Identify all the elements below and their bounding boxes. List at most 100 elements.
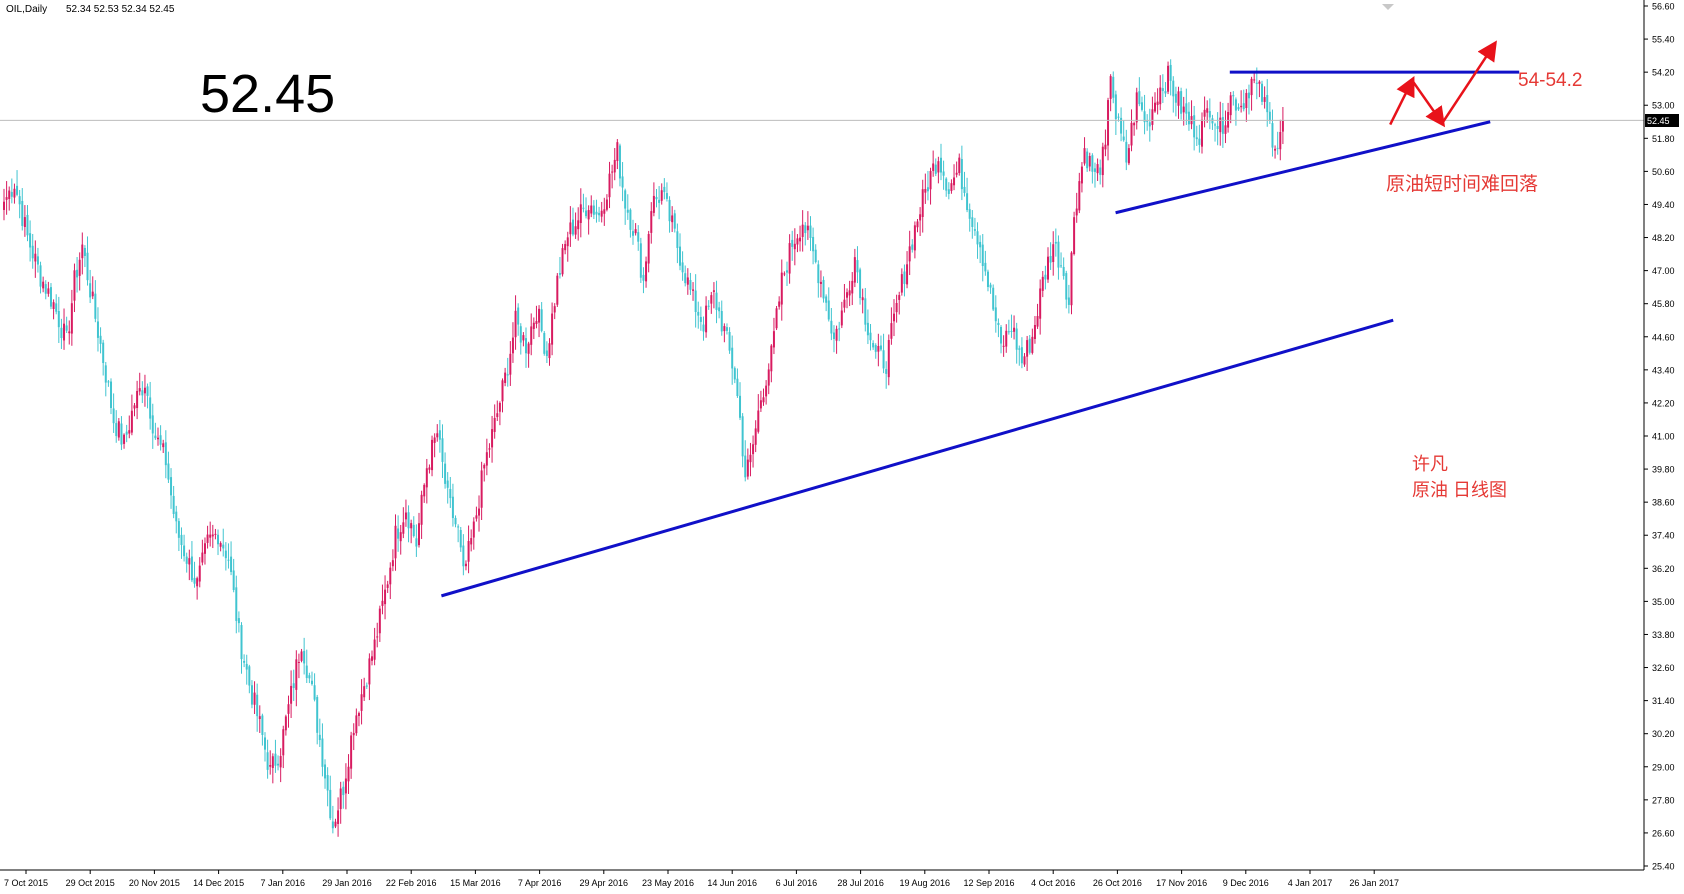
candle-body-bull (848, 290, 851, 296)
candle-body-bear (1093, 168, 1096, 172)
candle-body-bull (378, 608, 381, 634)
candle-body-bull (1156, 101, 1159, 105)
current-price-tag-bg (1645, 114, 1679, 127)
candle-body-bull (295, 659, 298, 690)
candle-body-bear (1172, 80, 1175, 97)
candle-body-bull (603, 209, 606, 214)
candle-body-bear (1099, 167, 1102, 175)
candle-body-bear (817, 264, 820, 284)
candle-body-bull (561, 248, 564, 275)
candle-body-bull (376, 636, 379, 638)
header-symbol-timeframe: OIL,Daily (6, 4, 47, 15)
candle-body-bull (491, 429, 494, 448)
candle-body-bull (762, 397, 765, 403)
candle-body-bear (1143, 111, 1146, 123)
candle-body-bear (1255, 82, 1258, 84)
candle-body-bear (107, 381, 110, 383)
candle-body-bear (180, 534, 183, 546)
candle-body-bull (1224, 125, 1227, 134)
y-tick-label: 50.60 (1652, 167, 1675, 177)
y-tick-label: 38.60 (1652, 498, 1675, 508)
trendlines-layer (440, 70, 1520, 598)
candle-body-bull (394, 525, 397, 559)
candle-body-bull (671, 215, 674, 223)
candle-body-bear (592, 205, 595, 215)
candle-body-bear (1020, 347, 1023, 364)
candle-body-bull (877, 346, 880, 352)
candle-body-bull (198, 565, 201, 582)
candle-body-bear (49, 287, 52, 307)
candle-body-bull (297, 661, 300, 663)
candle-body-bull (363, 686, 366, 698)
candle-body-bull (1041, 276, 1044, 291)
candle-body-bear (96, 321, 99, 338)
candle-body-bull (890, 323, 893, 339)
candle-body-bear (629, 209, 632, 230)
candle-body-bear (1140, 102, 1143, 110)
candle-body-bear (310, 680, 313, 685)
candle-body-bear (525, 338, 527, 354)
candle-body-bull (1109, 76, 1112, 99)
candle-body-bull (138, 388, 141, 392)
candle-body-bull (634, 229, 637, 234)
x-tick-label: 14 Jun 2016 (707, 878, 757, 888)
candle-body-bull (574, 226, 577, 235)
candle-body-bull (770, 345, 773, 372)
candle-body-bull (1250, 78, 1253, 96)
candle-body-bull (480, 470, 483, 508)
candle-body-bull (34, 253, 37, 262)
candle-body-bear (825, 296, 828, 303)
candle-body-bull (1023, 356, 1026, 365)
candle-body-bear (626, 209, 629, 213)
candle-body-bull (334, 821, 337, 827)
x-tick-label: 4 Oct 2016 (1031, 878, 1075, 888)
candle-body-bear (412, 524, 415, 537)
candle-body-bear (10, 191, 13, 197)
candle-body-bull (381, 600, 384, 606)
candle-body-bear (822, 279, 825, 299)
candle-body-bull (1083, 148, 1086, 164)
candle-body-bear (1054, 241, 1057, 244)
candle-body-bear (1161, 88, 1164, 92)
candle-body-bull (1047, 256, 1049, 280)
candle-body-bear (571, 219, 574, 235)
candle-body-bear (303, 650, 306, 664)
y-tick-label: 36.20 (1652, 564, 1675, 574)
candle-body-bull (1005, 330, 1008, 347)
candle-body-bear (250, 685, 253, 705)
x-tick-labels: 7 Oct 2015 29 Oct 2015 20 Nov 2015 14 Dec 2… (4, 870, 1399, 888)
candle-body-bull (796, 238, 799, 245)
candle-body-bear (104, 365, 107, 383)
candle-body-bull (423, 484, 426, 497)
candle-body-bull (1245, 92, 1248, 108)
y-tick-label: 56.60 (1652, 2, 1675, 12)
candle-body-bear (741, 416, 744, 457)
candle-body-bull (475, 515, 478, 519)
candle-body-bull (78, 259, 81, 276)
candle-body-bull (188, 558, 191, 565)
candle-body-bull (522, 335, 525, 341)
candle-body-bear (558, 273, 561, 275)
candle-body-bull (206, 534, 209, 543)
candle-body-bear (1214, 124, 1217, 126)
candle-body-bear (1187, 111, 1190, 125)
candle-body-bear (804, 225, 807, 234)
candle-body-bear (736, 378, 739, 397)
candle-body-bull (801, 224, 804, 237)
candle-body-bull (806, 225, 809, 231)
candle-body-bear (457, 526, 460, 528)
candle-body-bear (190, 556, 193, 581)
candle-body-bear (814, 249, 817, 263)
candle-body-bear (146, 386, 149, 396)
candle-body-bull (467, 540, 470, 562)
candle-body-bear (183, 545, 186, 557)
chart-shift-marker-icon[interactable] (1382, 4, 1394, 10)
candle-body-bear (838, 328, 841, 330)
candle-body-bear (245, 663, 248, 670)
candle-body-bear (1138, 91, 1141, 105)
candle-body-bear (939, 157, 942, 173)
candle-body-bull (209, 534, 212, 538)
x-tick-label: 15 Mar 2016 (450, 878, 501, 888)
